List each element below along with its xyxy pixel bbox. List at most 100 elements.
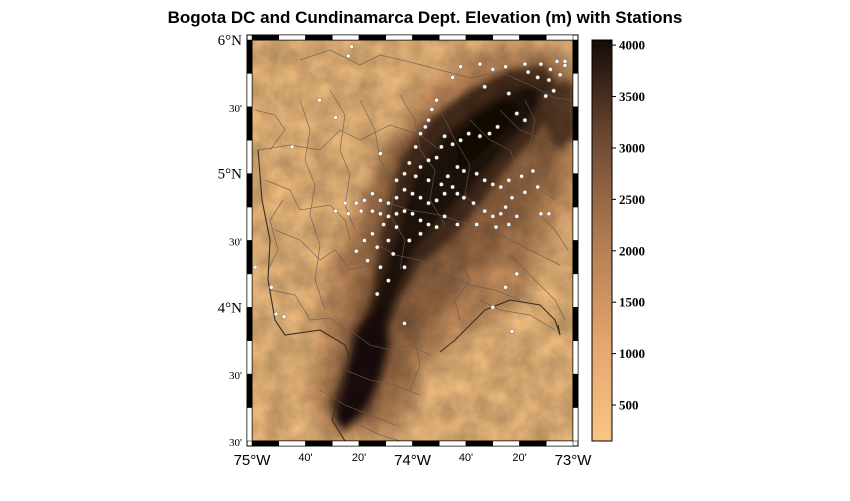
- station-marker: [503, 285, 508, 290]
- map-frame: [246, 34, 579, 447]
- lon-tick-label: 20': [352, 452, 366, 464]
- municipal-boundaries: [254, 49, 573, 441]
- station-marker: [378, 198, 383, 203]
- frame-segment: [572, 240, 579, 275]
- lat-tick-label: 30': [229, 237, 242, 249]
- station-marker: [426, 158, 431, 163]
- station-marker: [455, 191, 460, 196]
- station-marker: [252, 265, 258, 270]
- station-marker: [514, 271, 519, 277]
- station-marker: [333, 208, 338, 214]
- station-marker: [386, 278, 391, 283]
- station-marker: [402, 187, 407, 192]
- frame-segment: [385, 34, 413, 41]
- station-marker: [342, 200, 348, 206]
- station-marker: [413, 144, 418, 150]
- frame-segment: [332, 440, 360, 447]
- station-marker: [503, 64, 508, 69]
- lat-tick-label: 30': [229, 370, 242, 382]
- lat-tick-label: 30': [229, 103, 242, 115]
- station-marker: [495, 124, 500, 130]
- station-marker: [370, 208, 375, 214]
- station-marker: [458, 138, 463, 143]
- station-marker: [418, 131, 423, 136]
- station-marker: [538, 61, 544, 67]
- station-markers: [252, 44, 568, 334]
- station-marker: [498, 211, 503, 217]
- colorbar-label: 1000: [619, 346, 645, 361]
- frame-segment: [492, 440, 520, 447]
- frame-segment: [358, 440, 386, 447]
- station-marker: [455, 164, 460, 170]
- station-marker: [410, 211, 415, 217]
- station-marker: [482, 84, 487, 90]
- station-marker: [439, 144, 444, 150]
- frame-segment: [572, 307, 579, 342]
- station-marker: [490, 214, 495, 219]
- station-marker: [426, 222, 431, 227]
- station-marker: [474, 171, 479, 176]
- station-marker: [503, 204, 508, 210]
- station-marker: [391, 251, 396, 257]
- station-marker: [394, 178, 399, 183]
- station-marker: [413, 174, 418, 179]
- station-marker: [386, 200, 391, 206]
- station-marker: [346, 53, 351, 59]
- station-marker: [450, 142, 455, 147]
- frame-segment: [246, 373, 253, 408]
- station-marker: [562, 63, 568, 68]
- axis-ticks: 6°N 30' 5°N 30' 4°N 30' 30' 75°W 40' 20' 74°W 40' 20…: [218, 33, 593, 469]
- station-marker: [269, 285, 274, 290]
- station-marker: [418, 164, 423, 170]
- station-marker: [490, 67, 495, 72]
- station-marker: [394, 224, 399, 230]
- frame-segment: [305, 440, 333, 447]
- colorbar: [591, 39, 613, 442]
- colorbar-label: 1500: [619, 295, 645, 310]
- station-marker: [535, 75, 540, 80]
- station-marker: [498, 184, 503, 190]
- frame-segment: [385, 440, 413, 447]
- department-boundary: [257, 149, 561, 441]
- frame-segment: [439, 440, 467, 447]
- station-marker: [474, 222, 479, 227]
- station-marker: [394, 211, 399, 217]
- station-marker: [402, 208, 407, 214]
- station-marker: [506, 178, 511, 183]
- station-marker: [365, 258, 370, 263]
- station-marker: [487, 131, 492, 136]
- station-marker: [538, 211, 544, 217]
- station-marker: [490, 182, 495, 187]
- station-marker: [375, 244, 380, 250]
- frame-segment: [278, 440, 306, 447]
- frame-segment: [572, 273, 579, 308]
- station-marker: [525, 69, 531, 75]
- frame-segment: [246, 206, 253, 241]
- lon-tick-label: 74°W: [394, 452, 432, 469]
- frame-segment: [572, 39, 579, 74]
- station-marker: [450, 75, 455, 80]
- station-marker: [442, 191, 447, 196]
- frame-segment: [465, 34, 493, 41]
- frame-segment: [246, 39, 253, 74]
- frame-segment: [246, 307, 253, 342]
- station-marker: [554, 59, 560, 64]
- station-marker: [434, 97, 439, 103]
- colorbar-label: 500: [619, 398, 639, 413]
- frame-segment: [332, 34, 360, 41]
- lon-tick-label: 73°W: [555, 452, 593, 469]
- colorbar-label: 3500: [619, 89, 645, 104]
- station-marker: [407, 238, 412, 243]
- colorbar-label: 2000: [619, 243, 645, 258]
- lon-tick-label: 40': [298, 452, 312, 464]
- station-marker: [378, 151, 383, 156]
- lat-tick-label: 30': [229, 437, 242, 449]
- station-marker: [418, 195, 423, 200]
- station-marker: [402, 321, 407, 326]
- station-marker: [429, 107, 434, 112]
- station-marker: [509, 329, 515, 334]
- station-marker: [407, 160, 412, 166]
- station-marker: [375, 291, 380, 297]
- station-marker: [410, 191, 415, 196]
